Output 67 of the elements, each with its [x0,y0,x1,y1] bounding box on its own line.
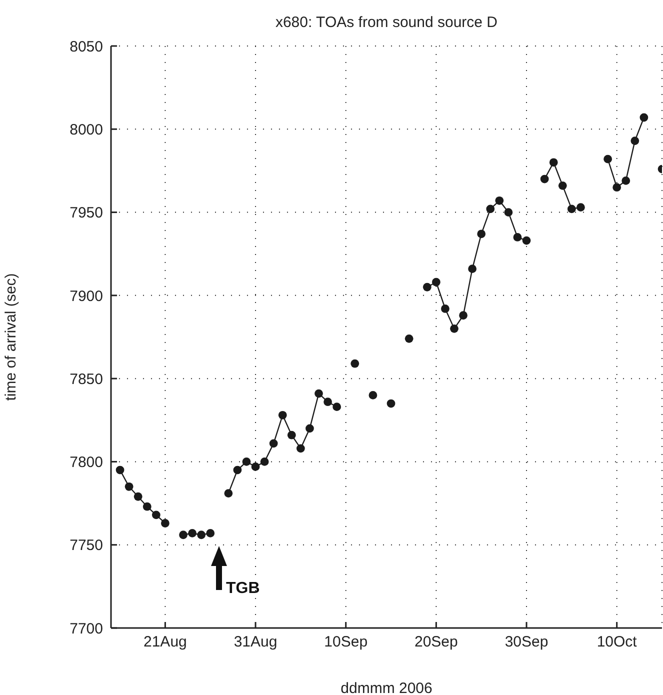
point [368,391,378,400]
point [549,158,558,167]
point [179,530,188,540]
point [513,233,522,242]
point [314,389,323,398]
y-tick-label: 8000 [70,121,103,138]
x-tick-label: 10Oct [596,634,638,651]
chart-title: x680: TOAs from sound source D [274,14,499,31]
point [350,359,360,368]
point [242,458,251,466]
x-tick-label: 10Sep [324,634,368,651]
point [477,230,486,238]
point [251,462,260,471]
y-tick-label: 7700 [70,620,103,638]
x-tick-label: 30Sep [504,634,548,651]
y-tick-label: 7900 [70,288,103,305]
point [495,196,504,205]
point [622,176,630,185]
y-tick-label: 8050 [70,38,103,56]
point [134,492,142,501]
point [160,519,170,528]
y-tick-label: 7950 [70,204,103,222]
point [640,113,648,122]
point [306,424,314,433]
point [576,203,585,212]
point [522,236,531,245]
x-tick-label: 20Sep [414,634,458,651]
point [386,399,396,408]
point [468,264,477,274]
point [142,502,152,511]
point [124,482,134,491]
x-tick-label: 21Aug [144,634,187,651]
point [332,402,342,412]
point [206,529,215,538]
point [296,444,305,453]
point [450,324,458,333]
point [324,398,332,406]
annotation: TGB [226,580,260,598]
point [459,311,468,320]
point [152,510,160,520]
point [441,304,450,313]
point [567,204,576,214]
y-tick-label: 7750 [70,537,103,554]
y-tick-label: 7800 [70,454,103,472]
point [504,208,513,216]
y-tick-label: 7850 [70,370,103,388]
point [404,334,414,343]
point [558,181,567,190]
x-tick-label: 31Aug [234,634,278,651]
point [540,174,549,184]
point [233,466,242,474]
point [116,466,124,474]
point [432,278,440,286]
point [224,489,233,498]
point [260,458,269,466]
y-axis-title: time of arrival (sec) [2,273,20,401]
point [604,154,612,164]
point [287,430,296,440]
point [197,530,206,540]
point [486,204,495,214]
point [612,183,622,192]
point [422,282,432,292]
point [269,439,278,448]
point [630,136,640,145]
point [278,410,287,420]
point [188,529,196,538]
x-axis-title: ddmmm 2006 [340,680,432,695]
